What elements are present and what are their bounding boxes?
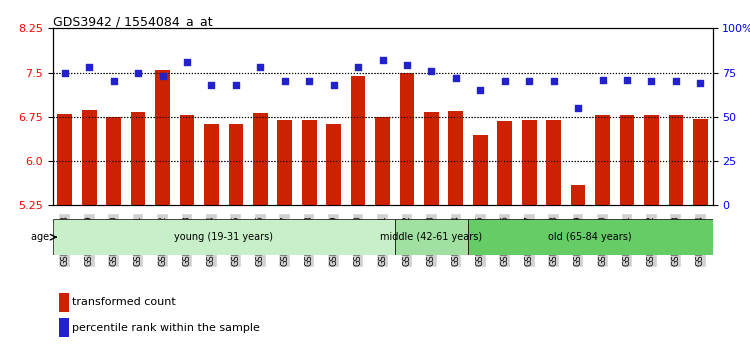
Bar xyxy=(82,110,97,205)
Text: young (19-31 years): young (19-31 years) xyxy=(174,232,273,242)
Point xyxy=(206,82,218,88)
Point xyxy=(670,79,682,84)
Point xyxy=(524,79,536,84)
Point xyxy=(376,57,388,63)
Bar xyxy=(546,120,561,205)
Point xyxy=(401,63,413,68)
Point xyxy=(279,79,291,84)
Bar xyxy=(351,75,365,205)
Point xyxy=(254,64,266,70)
Bar xyxy=(59,318,69,337)
Text: age: age xyxy=(32,232,53,242)
Point xyxy=(450,75,462,81)
Bar xyxy=(253,113,268,205)
Point xyxy=(58,70,70,75)
Point xyxy=(352,64,364,70)
Bar xyxy=(620,115,634,205)
Point xyxy=(107,79,119,84)
Bar xyxy=(668,115,683,205)
Point xyxy=(230,82,242,88)
Text: GDS3942 / 1554084_a_at: GDS3942 / 1554084_a_at xyxy=(53,15,212,28)
Point xyxy=(83,64,95,70)
Point xyxy=(474,87,486,93)
Bar xyxy=(375,117,390,205)
Point xyxy=(572,105,584,111)
Point xyxy=(132,70,144,75)
Bar xyxy=(58,114,72,205)
Bar xyxy=(302,120,316,205)
Bar xyxy=(155,70,170,205)
Text: old (65-84 years): old (65-84 years) xyxy=(548,232,632,242)
FancyBboxPatch shape xyxy=(394,219,468,255)
Point xyxy=(181,59,193,65)
Bar xyxy=(400,73,414,205)
Point xyxy=(303,79,315,84)
Point xyxy=(499,79,511,84)
Bar xyxy=(106,117,121,205)
Point xyxy=(596,77,608,82)
Text: transformed count: transformed count xyxy=(72,297,176,307)
Bar xyxy=(571,185,586,205)
Bar xyxy=(693,119,707,205)
FancyBboxPatch shape xyxy=(53,219,394,255)
Bar xyxy=(59,293,69,312)
Bar xyxy=(229,124,243,205)
Text: percentile rank within the sample: percentile rank within the sample xyxy=(72,323,260,333)
Bar xyxy=(522,120,536,205)
Text: middle (42-61 years): middle (42-61 years) xyxy=(380,232,482,242)
Bar xyxy=(326,124,341,205)
Point xyxy=(548,79,560,84)
Bar xyxy=(596,115,610,205)
Point xyxy=(157,73,169,79)
Point xyxy=(328,82,340,88)
Bar xyxy=(497,121,512,205)
Point xyxy=(694,80,706,86)
Bar xyxy=(448,111,464,205)
Bar xyxy=(644,115,658,205)
FancyBboxPatch shape xyxy=(468,219,712,255)
Bar xyxy=(424,112,439,205)
Bar xyxy=(204,124,219,205)
Point xyxy=(621,77,633,82)
Point xyxy=(425,68,437,74)
Bar xyxy=(179,115,194,205)
Bar xyxy=(130,112,146,205)
Bar xyxy=(473,135,488,205)
Point xyxy=(646,79,658,84)
Bar xyxy=(278,120,292,205)
